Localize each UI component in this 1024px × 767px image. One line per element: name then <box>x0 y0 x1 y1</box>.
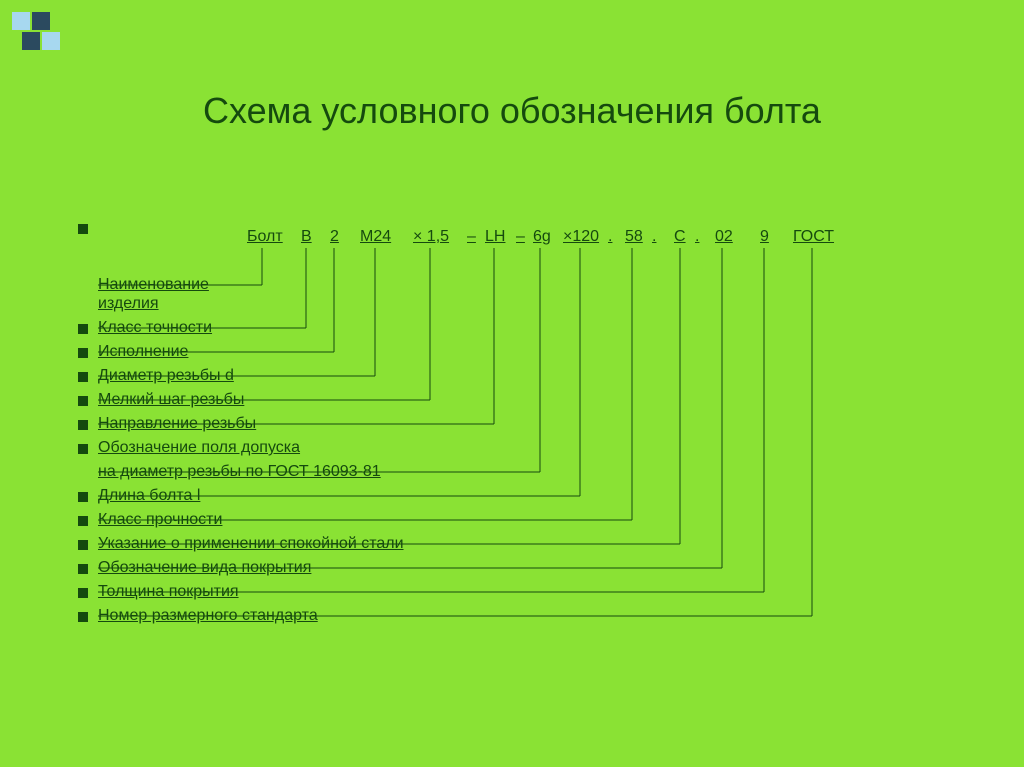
bullet-6 <box>78 420 88 430</box>
code-part-1: В <box>301 228 312 246</box>
code-part-9: ×120 <box>563 228 599 246</box>
code-part-6: LH <box>485 228 505 246</box>
label-4: Диаметр резьбы d <box>98 367 234 385</box>
code-part-7: – <box>516 228 525 246</box>
code-part-11: 58 <box>625 228 643 246</box>
code-part-13: С <box>674 228 686 246</box>
code-part-14: . <box>695 228 699 246</box>
label-14: Номер размерного стандарта <box>98 607 318 625</box>
code-part-15: 02 <box>715 228 733 246</box>
bullet-2 <box>78 324 88 334</box>
label-3: Исполнение <box>98 343 188 361</box>
code-part-3: М24 <box>360 228 391 246</box>
bullet-12 <box>78 564 88 574</box>
code-part-0: Болт <box>247 228 283 246</box>
bullet-10 <box>78 516 88 526</box>
slide-title: Схема условного обозначения болта <box>0 90 1024 132</box>
label-6: Направление резьбы <box>98 415 256 433</box>
bullet-5 <box>78 396 88 406</box>
code-part-16: 9 <box>760 228 769 246</box>
label-10: Класс прочности <box>98 511 222 529</box>
bullet-3 <box>78 348 88 358</box>
code-part-5: – <box>467 228 476 246</box>
label-11: Указание о применении спокойной стали <box>98 535 404 553</box>
label-0: Наименование <box>98 276 209 294</box>
code-part-17: ГОСТ <box>793 228 834 246</box>
code-part-2: 2 <box>330 228 339 246</box>
code-part-4: × 1,5 <box>413 228 449 246</box>
bullet-14 <box>78 612 88 622</box>
bullet-9 <box>78 492 88 502</box>
bullet-11 <box>78 540 88 550</box>
label-9: Длина болта l <box>98 487 200 505</box>
code-part-12: . <box>652 228 656 246</box>
bullet-blank <box>78 224 88 234</box>
label-12: Обозначение вида покрытия <box>98 559 311 577</box>
corner-decoration <box>12 12 72 64</box>
label-7: Обозначение поля допуска <box>98 439 300 457</box>
code-part-10: . <box>608 228 612 246</box>
label-8: на диаметр резьбы по ГОСТ 16093-81 <box>98 463 381 481</box>
bullet-4 <box>78 372 88 382</box>
bullet-7 <box>78 444 88 454</box>
label-2: Класс точности <box>98 319 212 337</box>
bullet-13 <box>78 588 88 598</box>
slide: Схема условного обозначения болта Болт В2… <box>0 0 1024 767</box>
label-13: Толщина покрытия <box>98 583 239 601</box>
label-5: Мелкий шаг резьбы <box>98 391 244 409</box>
label-1: изделия <box>98 295 159 313</box>
code-part-8: 6g <box>533 228 551 246</box>
